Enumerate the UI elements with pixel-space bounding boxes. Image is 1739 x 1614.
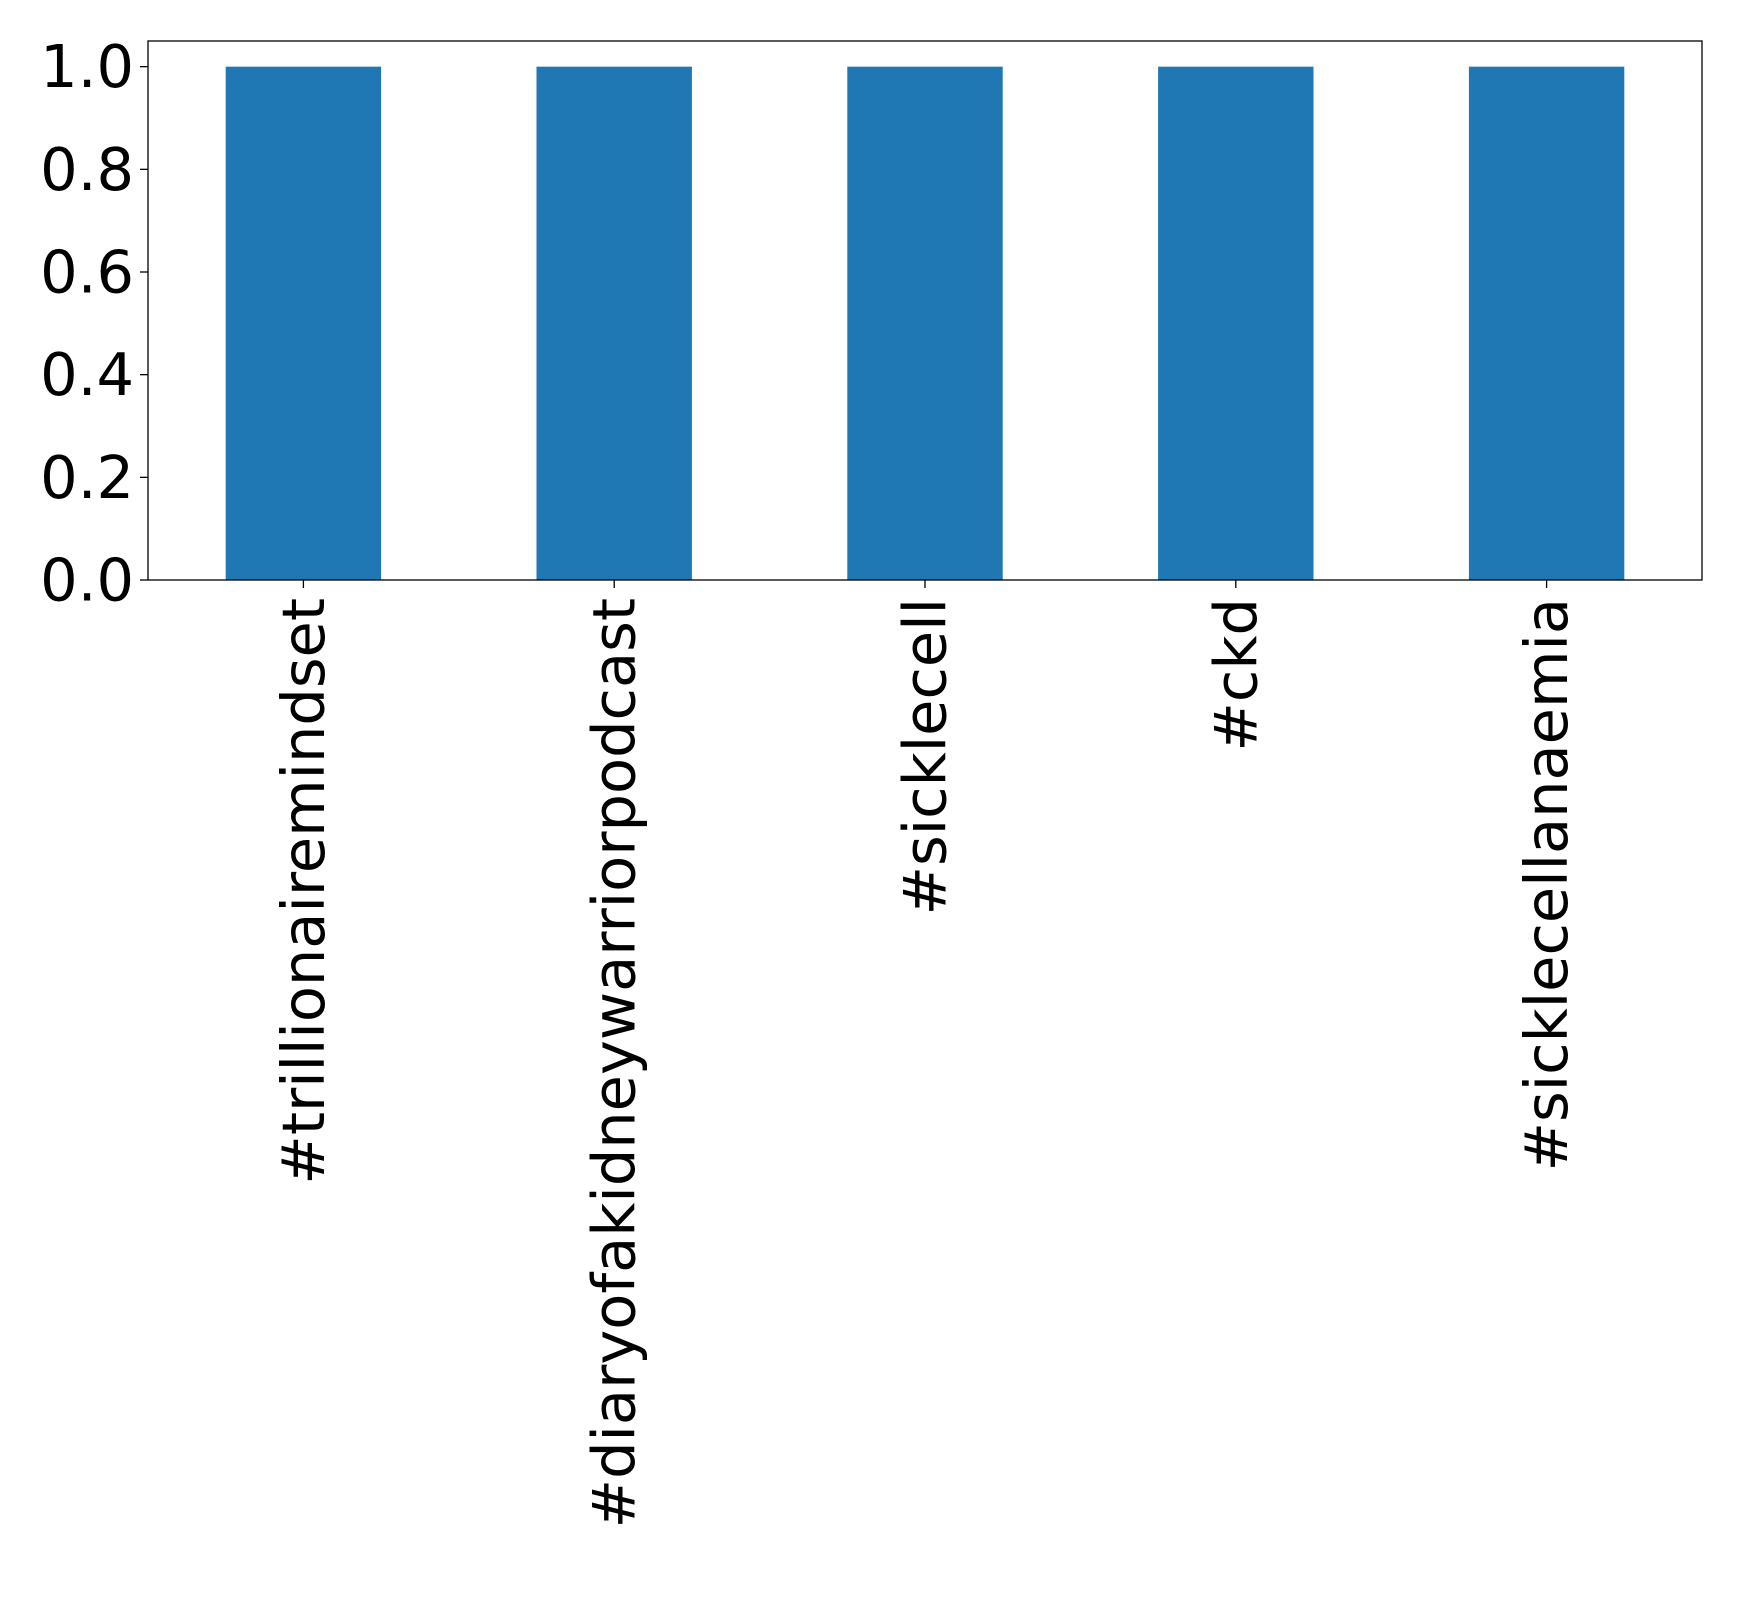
x-axis: #trillionairemindset #diaryofakidneywarri… [269,580,1581,1528]
plot-frame [147,40,1703,581]
x-tick-label-1: #diaryofakidneywarriorpodcast [580,598,649,1528]
bar-1 [536,66,692,580]
bar-3 [1158,66,1314,580]
y-tick-label-5: 1.0 [40,32,134,101]
x-tick-label-0: #trillionairemindset [269,598,338,1185]
y-axis: 0.0 0.2 0.4 0.6 0.8 1.0 [40,32,148,615]
y-tick-label-1: 0.2 [40,443,134,512]
y-tick-label-4: 0.8 [40,135,134,204]
x-tick-label-3: #ckd [1201,598,1270,752]
y-tick-label-0: 0.0 [40,546,134,615]
bar-2 [847,66,1003,580]
bar-4 [1468,66,1625,580]
y-tick-label-2: 0.4 [40,340,134,409]
x-tick-label-4: #sicklecellanaemia [1512,598,1581,1171]
x-tick-label-2: #sicklecell [891,598,960,915]
bar-0 [225,66,382,580]
bars-layer [225,66,1625,580]
y-tick-label-3: 0.6 [40,238,134,307]
